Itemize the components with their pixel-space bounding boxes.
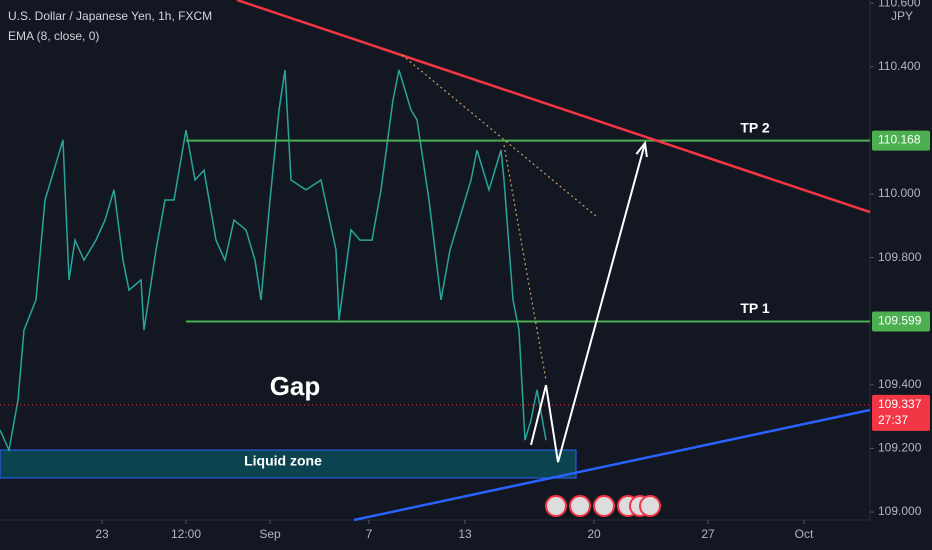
x-tick-label: 13 bbox=[458, 527, 472, 541]
trend-line bbox=[401, 54, 598, 218]
price-tag bbox=[872, 311, 930, 332]
price-tag-label: 109.337 bbox=[878, 397, 922, 411]
x-tick-label: 12:00 bbox=[171, 527, 201, 541]
y-tick-label: 109.200 bbox=[878, 441, 922, 455]
level-label: TP 1 bbox=[740, 300, 770, 316]
event-icon bbox=[545, 495, 567, 517]
y-tick-label: 110.600 bbox=[878, 0, 921, 9]
annotation: Gap bbox=[270, 371, 321, 401]
y-tick-label: 110.400 bbox=[878, 59, 921, 73]
arrow-head bbox=[635, 140, 648, 158]
projection-arrow bbox=[530, 142, 646, 463]
x-tick-label: 20 bbox=[587, 527, 601, 541]
x-tick-label: Sep bbox=[259, 527, 281, 541]
trend-line bbox=[236, 0, 871, 214]
x-tick-label: Oct bbox=[795, 527, 814, 541]
liquid-zone bbox=[0, 449, 577, 479]
zone-label: Liquid zone bbox=[244, 453, 322, 469]
trend-line bbox=[353, 408, 871, 522]
countdown: 27:37 bbox=[878, 413, 908, 427]
event-icon bbox=[639, 495, 661, 517]
chart-title: U.S. Dollar / Japanese Yen, 1h, FXCM bbox=[8, 9, 212, 23]
event-icon bbox=[593, 495, 615, 517]
x-tick-label: 27 bbox=[701, 527, 715, 541]
currency-label: JPY bbox=[891, 9, 913, 23]
price-tag-label: 110.168 bbox=[878, 133, 921, 147]
price-tag bbox=[872, 130, 930, 151]
x-tick-label: 7 bbox=[366, 527, 373, 541]
y-tick-label: 109.000 bbox=[878, 504, 922, 518]
y-tick-label: 110.000 bbox=[878, 186, 921, 200]
price-line bbox=[0, 69, 547, 453]
indicator-label: EMA (8, close, 0) bbox=[8, 29, 99, 43]
level-label: TP 2 bbox=[740, 119, 770, 135]
y-tick-label: 109.800 bbox=[878, 250, 922, 264]
event-icons bbox=[545, 495, 661, 517]
event-icon bbox=[569, 495, 591, 517]
y-tick-label: 109.400 bbox=[878, 377, 922, 391]
x-tick-label: 23 bbox=[95, 527, 109, 541]
price-tag-label: 109.599 bbox=[878, 314, 922, 328]
price-tag bbox=[872, 394, 930, 431]
plot-area bbox=[0, 0, 871, 522]
